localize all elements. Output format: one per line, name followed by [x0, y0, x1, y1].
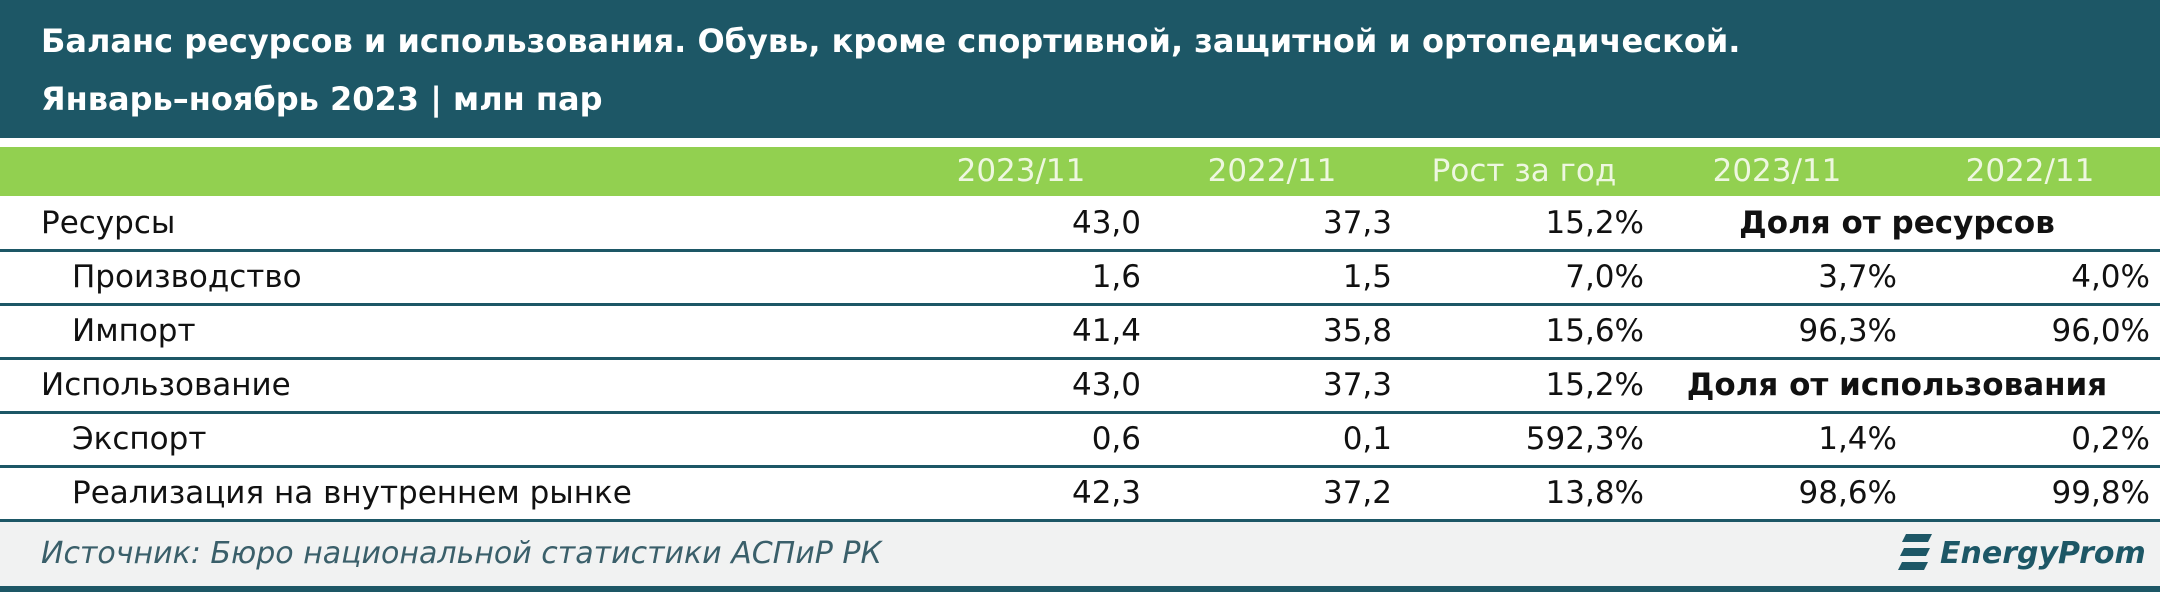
value-cell: 13,8%	[1545, 475, 1644, 511]
value-cell: 7,0%	[1565, 259, 1644, 295]
bottom-band	[0, 586, 2160, 592]
value-cell: 37,2	[1322, 475, 1392, 511]
header-band	[0, 0, 2160, 138]
column-header-band	[0, 147, 2160, 196]
source: Источник: Бюро национальной статистики А…	[41, 536, 882, 571]
value-cell: 43,0	[1071, 205, 1141, 241]
column-header: Рост за год	[1431, 153, 1617, 189]
row-rule	[0, 303, 2160, 306]
value-cell: 42,3	[1071, 475, 1141, 511]
value-cell: 96,3%	[1798, 313, 1897, 349]
value-cell: 35,8	[1322, 313, 1392, 349]
value-cell: 43,0	[1071, 367, 1141, 403]
value-cell: 1,5	[1342, 259, 1392, 295]
value-cell: 0,2%	[2071, 421, 2150, 457]
row-label: Производство	[72, 259, 302, 295]
row-label: Экспорт	[72, 421, 207, 457]
row-label: Использование	[41, 367, 291, 403]
row-label: Ресурсы	[41, 205, 176, 241]
row-rule	[0, 411, 2160, 414]
value-cell: 96,0%	[2051, 313, 2150, 349]
value-cell: 592,3%	[1525, 421, 1644, 457]
value-cell: 99,8%	[2051, 475, 2150, 511]
value-cell: 37,3	[1322, 367, 1392, 403]
footer-band	[0, 520, 2160, 586]
value-cell: 37,3	[1322, 205, 1392, 241]
value-cell: 1,6	[1091, 259, 1141, 295]
row-rule	[0, 465, 2160, 468]
value-cell: 98,6%	[1798, 475, 1897, 511]
value-cell: 1,4%	[1818, 421, 1897, 457]
value-cell: 15,2%	[1545, 367, 1644, 403]
column-header: 2023/11	[1712, 153, 1842, 189]
title: Баланс ресурсов и использования. Обувь, …	[41, 22, 1741, 60]
share-label: Доля от использования	[1686, 367, 2108, 403]
column-header: 2023/11	[956, 153, 1086, 189]
column-header: 2022/11	[1207, 153, 1337, 189]
value-cell: 4,0%	[2071, 259, 2150, 295]
value-cell: 15,6%	[1545, 313, 1644, 349]
row-rule	[0, 519, 2160, 522]
row-label: Реализация на внутреннем рынке	[72, 475, 632, 511]
row-rule	[0, 249, 2160, 252]
subtitle: Январь–ноябрь 2023 | млн пар	[41, 80, 603, 118]
logo-icon	[1898, 534, 1932, 570]
value-cell: 41,4	[1071, 313, 1141, 349]
value-cell: 15,2%	[1545, 205, 1644, 241]
value-cell: 0,1	[1342, 421, 1392, 457]
value-cell: 3,7%	[1818, 259, 1897, 295]
share-label: Доля от ресурсов	[1739, 205, 2055, 241]
logo: EnergyProm	[1940, 536, 2146, 571]
value-cell: 0,6	[1091, 421, 1141, 457]
row-rule	[0, 357, 2160, 360]
row-label: Импорт	[72, 313, 196, 349]
column-header: 2022/11	[1965, 153, 2095, 189]
